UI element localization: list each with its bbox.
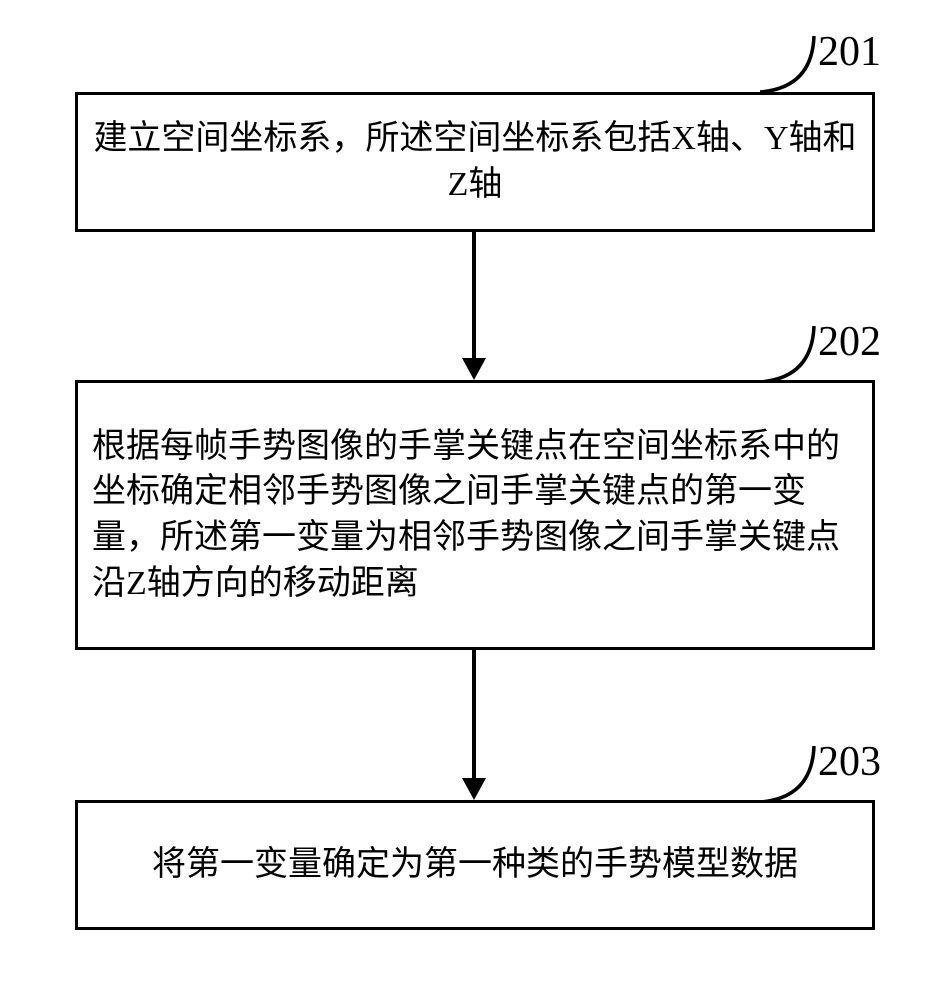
arrow-2-head <box>462 778 486 800</box>
step-text-201: 建立空间坐标系，所述空间坐标系包括X轴、Y轴和Z轴 <box>92 116 858 207</box>
step-box-203: 将第一变量确定为第一种类的手势模型数据 <box>75 800 875 930</box>
step-text-203: 将第一变量确定为第一种类的手势模型数据 <box>152 842 798 888</box>
arrow-1 <box>472 232 476 358</box>
step-label-202: 202 <box>818 318 881 366</box>
step-box-201: 建立空间坐标系，所述空间坐标系包括X轴、Y轴和Z轴 <box>75 92 875 232</box>
flowchart-canvas: 建立空间坐标系，所述空间坐标系包括X轴、Y轴和Z轴 201 根据每帧手势图像的手… <box>0 0 948 1000</box>
step-label-201: 201 <box>818 28 881 76</box>
arrow-2 <box>472 650 476 778</box>
arrow-1-head <box>462 358 486 380</box>
step-text-202: 根据每帧手势图像的手掌关键点在空间坐标系中的坐标确定相邻手势图像之间手掌关键点的… <box>92 424 858 606</box>
step-box-202: 根据每帧手势图像的手掌关键点在空间坐标系中的坐标确定相邻手势图像之间手掌关键点的… <box>75 380 875 650</box>
step-label-203: 203 <box>818 738 881 786</box>
